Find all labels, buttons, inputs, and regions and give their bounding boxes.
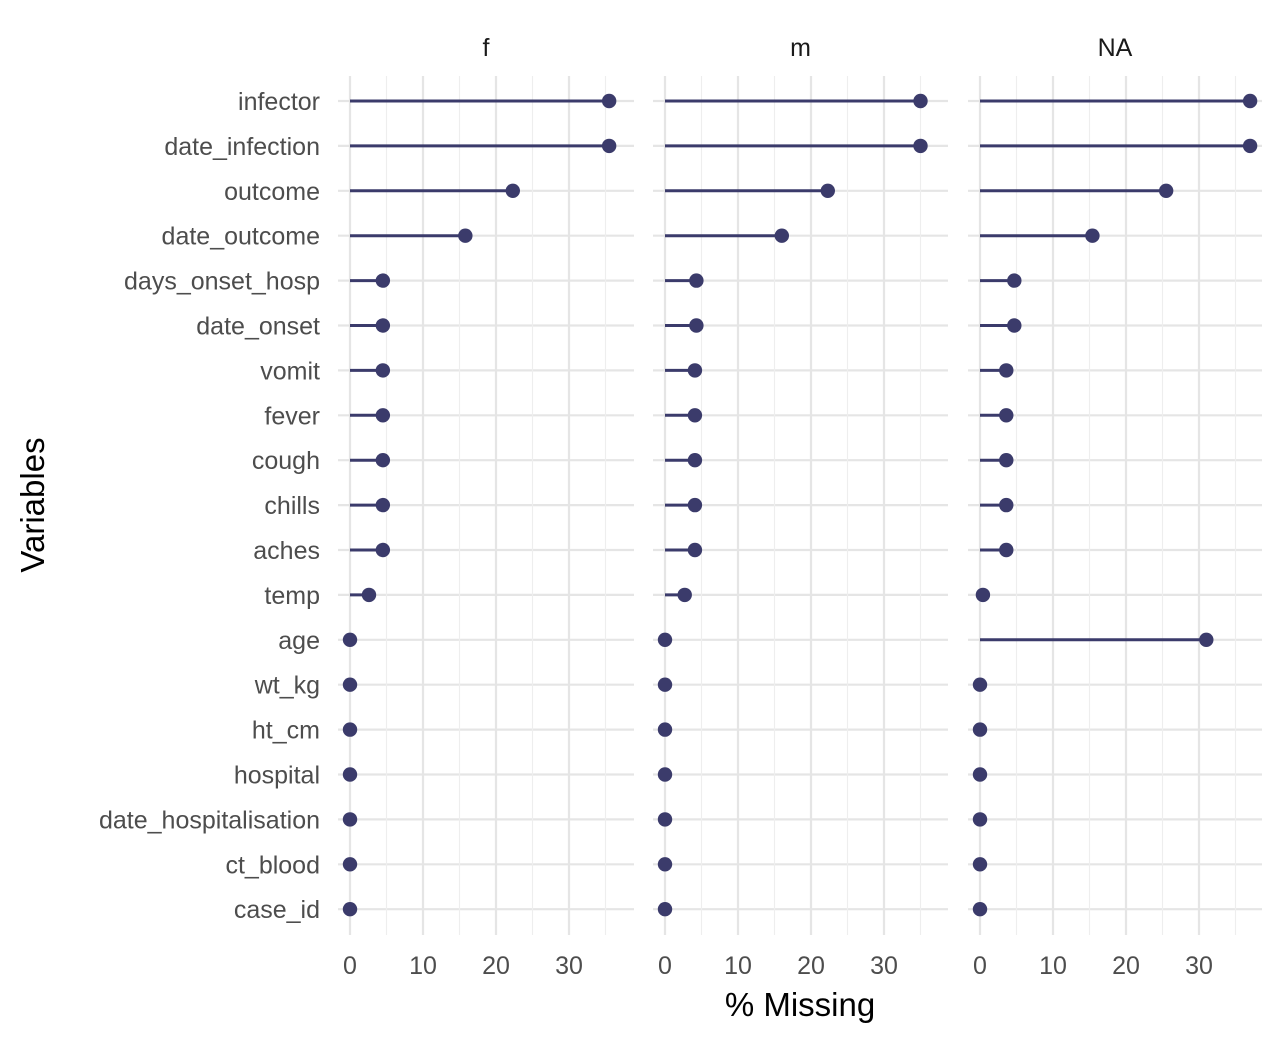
lollipop-point (687, 408, 703, 423)
y-category-label: chills (264, 492, 320, 520)
facet-label: NA (1098, 34, 1133, 62)
lollipop-point (657, 677, 673, 692)
x-tick-label: 0 (343, 952, 357, 980)
y-category-label: date_hospitalisation (99, 806, 320, 834)
x-tick-label: 20 (1112, 952, 1140, 980)
lollipop-point (657, 767, 673, 782)
lollipop-point (999, 542, 1014, 558)
y-category-label: date_infection (164, 133, 320, 161)
lollipop-point (975, 587, 991, 603)
x-tick-label: 10 (409, 952, 437, 980)
lollipop-point (677, 587, 692, 603)
y-category-label: aches (253, 537, 320, 565)
lollipop-point (657, 857, 673, 872)
lollipop-point (687, 497, 703, 513)
x-tick-label: 30 (870, 952, 898, 980)
y-category-label: date_outcome (162, 223, 320, 251)
y-category-label: ct_blood (225, 851, 320, 879)
lollipop-point (657, 812, 673, 827)
y-axis-title: Variables (14, 437, 51, 572)
y-category-label: ht_cm (252, 717, 320, 745)
x-tick-label: 0 (658, 952, 672, 980)
y-category-label: hospital (234, 762, 320, 790)
y-category-label: date_onset (196, 313, 320, 341)
y-category-label: vomit (260, 357, 320, 385)
lollipop-point (342, 902, 358, 917)
y-category-label: wt_kg (254, 672, 320, 700)
x-tick-label: 0 (973, 952, 987, 980)
lollipop-point (657, 632, 673, 647)
lollipop-point (361, 587, 377, 603)
lollipop-point (342, 722, 358, 737)
x-tick-label: 10 (724, 952, 752, 980)
lollipop-point (687, 363, 703, 378)
x-tick-label: 30 (555, 952, 583, 980)
lollipop-point (375, 363, 391, 378)
facet-label: f (483, 34, 490, 62)
lollipop-point (1242, 138, 1258, 154)
lollipop-point (687, 542, 703, 558)
lollipop-point (375, 453, 391, 468)
lollipop-point (505, 183, 520, 198)
lollipop-point (375, 273, 391, 288)
lollipop-point (1007, 318, 1022, 333)
y-category-label: case_id (234, 896, 320, 924)
lollipop-point (999, 453, 1014, 468)
lollipop-point (972, 722, 988, 737)
lollipop-point (999, 363, 1014, 378)
lollipop-point (458, 228, 473, 243)
lollipop-point (999, 497, 1014, 513)
lollipop-point (689, 318, 704, 333)
lollipop-point (774, 228, 789, 243)
y-category-label: infector (238, 88, 320, 116)
lollipop-point (375, 318, 391, 333)
lollipop-point (972, 857, 988, 872)
lollipop-point (375, 408, 391, 423)
lollipop-point (657, 902, 673, 917)
x-tick-label: 20 (797, 952, 825, 980)
lollipop-point (342, 857, 358, 872)
y-category-label: fever (264, 402, 320, 430)
x-tick-label: 30 (1185, 952, 1213, 980)
lollipop-point (1158, 183, 1174, 198)
x-tick-label: 20 (482, 952, 510, 980)
lollipop-point (342, 767, 358, 782)
x-axis-title: % Missing (725, 986, 875, 1023)
lollipop-point (687, 453, 703, 468)
y-category-label: temp (264, 582, 320, 610)
lollipop-point (375, 497, 391, 513)
lollipop-point (342, 812, 358, 827)
lollipop-point (820, 183, 835, 198)
lollipop-point (972, 902, 988, 917)
lollipop-point (913, 93, 928, 109)
y-category-label: age (278, 627, 320, 655)
lollipop-point (913, 138, 928, 154)
lollipop-point (657, 722, 673, 737)
y-category-label: cough (252, 447, 320, 475)
lollipop-point (1007, 273, 1022, 288)
x-tick-label: 10 (1039, 952, 1067, 980)
lollipop-point (972, 812, 988, 827)
lollipop-point (1085, 228, 1100, 243)
lollipop-point (601, 138, 617, 154)
lollipop-point (689, 273, 704, 288)
lollipop-point (972, 767, 988, 782)
y-category-label: days_onset_hosp (124, 268, 320, 296)
lollipop-point (601, 93, 617, 109)
lollipop-point (972, 677, 988, 692)
lollipop-point (342, 632, 358, 647)
lollipop-point (1242, 93, 1258, 109)
lollipop-point (375, 542, 391, 558)
lollipop-point (1199, 632, 1214, 647)
lollipop-point (342, 677, 358, 692)
facet-label: m (790, 34, 811, 62)
lollipop-point (999, 408, 1014, 423)
y-category-label: outcome (224, 178, 320, 206)
